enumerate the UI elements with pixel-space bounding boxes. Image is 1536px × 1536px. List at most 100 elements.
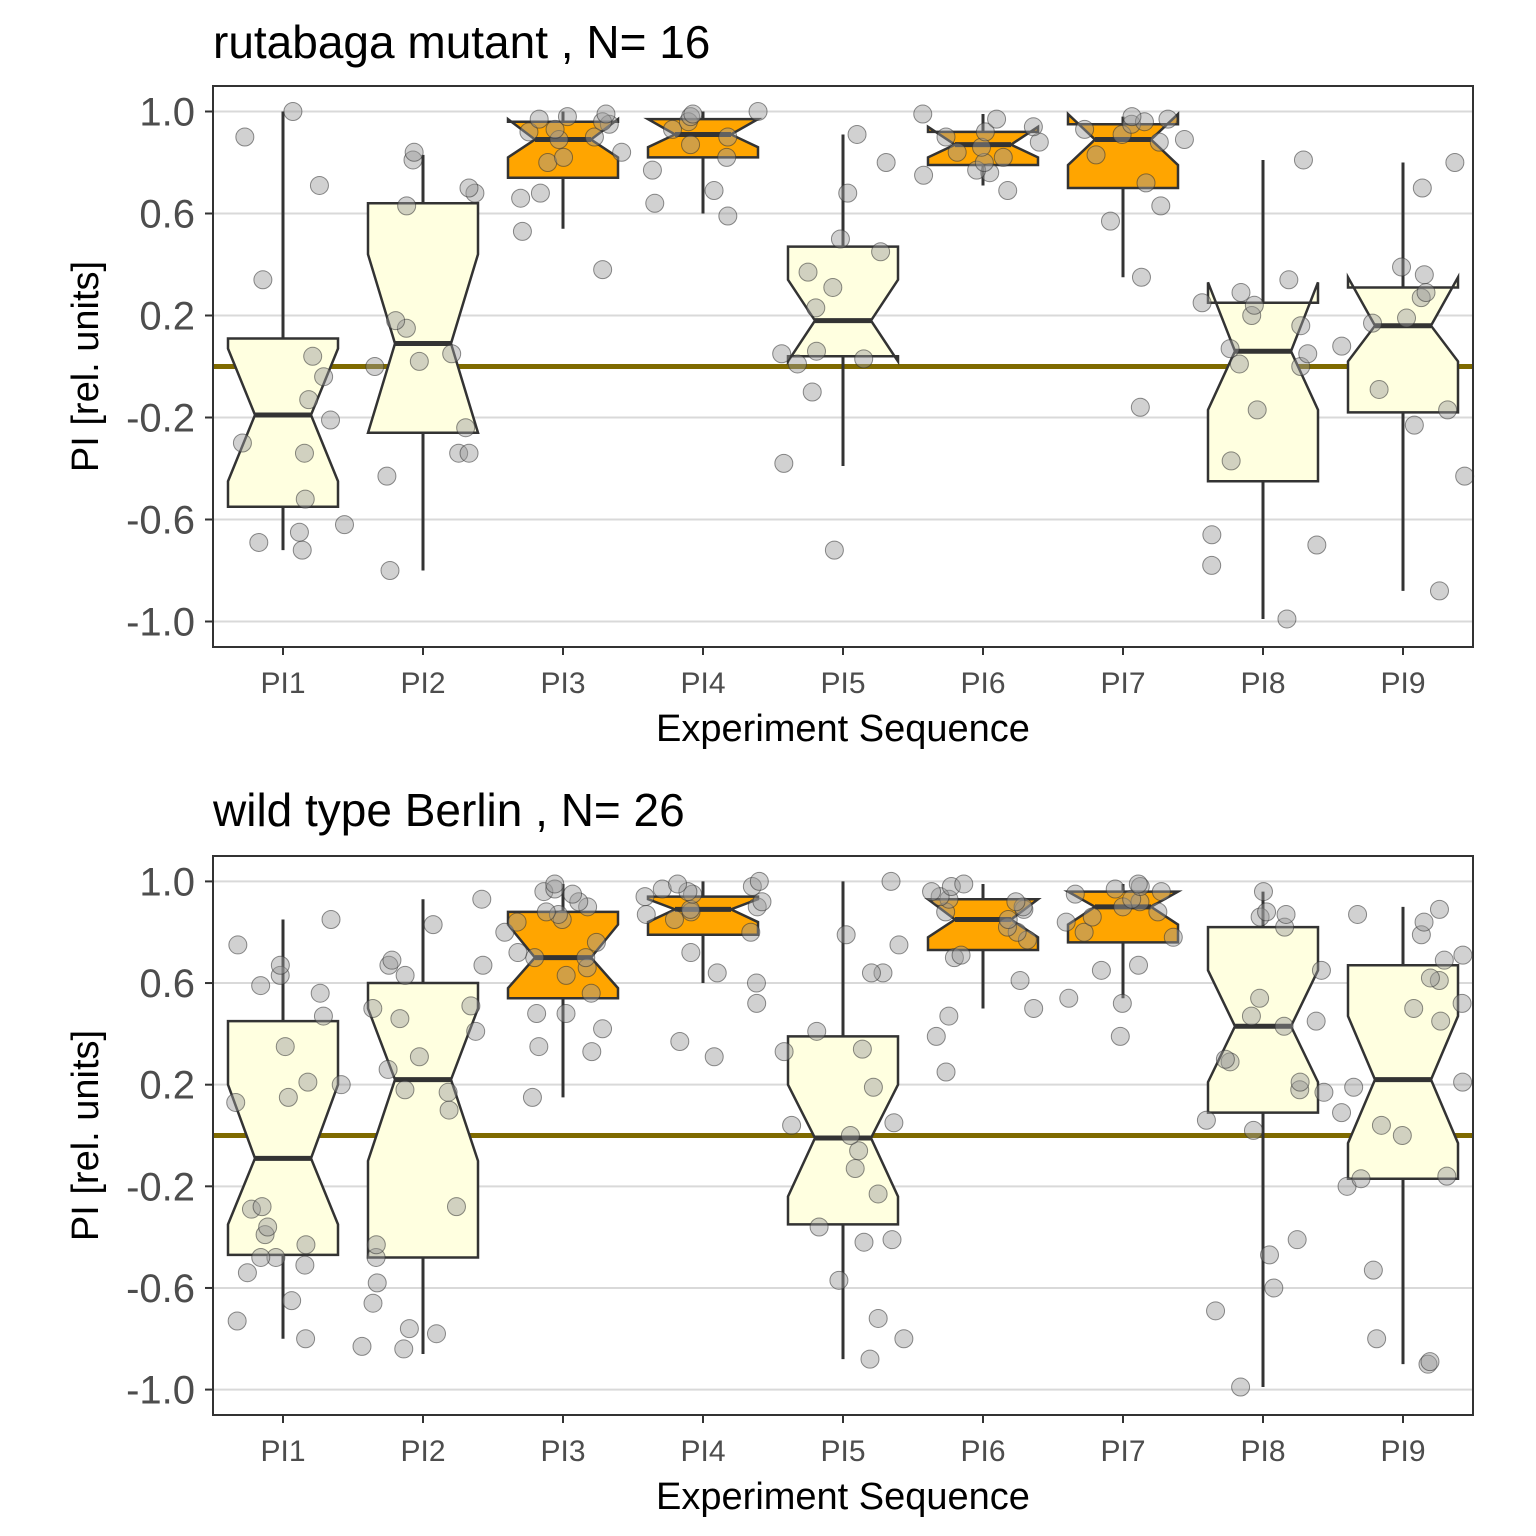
- data-point: [548, 904, 568, 924]
- data-point: [1411, 925, 1431, 945]
- data-point: [289, 522, 309, 542]
- data-point: [635, 887, 655, 907]
- data-point: [824, 540, 844, 560]
- x-tick-label: PI8: [1240, 1435, 1285, 1468]
- x-tick-label: PI3: [540, 1435, 585, 1468]
- data-point: [1174, 130, 1194, 150]
- data-point: [552, 910, 572, 930]
- data-point: [829, 1270, 849, 1290]
- data-point: [1017, 930, 1037, 950]
- data-point: [295, 1255, 315, 1275]
- data-point: [1279, 270, 1299, 290]
- data-point: [1404, 998, 1424, 1018]
- data-point: [409, 351, 429, 371]
- data-point: [1202, 525, 1222, 545]
- data-point: [1112, 993, 1132, 1013]
- data-point: [798, 262, 818, 282]
- data-point: [1298, 344, 1318, 364]
- y-axis-label: PI [rel. units]: [65, 261, 107, 472]
- data-point: [1244, 295, 1264, 315]
- data-point: [395, 1080, 415, 1100]
- chart-title: rutabaga mutant , N= 16: [213, 16, 710, 68]
- data-point: [1290, 1072, 1310, 1092]
- y-tick-label: -0.6: [126, 499, 195, 543]
- data-point: [409, 1047, 429, 1067]
- data-point: [512, 221, 532, 241]
- data-point: [439, 1100, 459, 1120]
- data-point: [1293, 150, 1313, 170]
- data-point: [1131, 267, 1151, 287]
- data-point: [396, 318, 416, 338]
- data-point: [456, 418, 476, 438]
- data-point: [1414, 912, 1434, 932]
- data-point: [1241, 1006, 1261, 1026]
- data-point: [495, 922, 515, 942]
- x-tick-label: PI9: [1380, 667, 1425, 700]
- data-point: [1158, 109, 1178, 129]
- data-point: [255, 1225, 275, 1245]
- box-pi9: [1346, 272, 1460, 414]
- data-point: [1311, 960, 1331, 980]
- data-point: [556, 965, 576, 985]
- data-point: [1429, 581, 1449, 601]
- data-point: [840, 1126, 860, 1145]
- data-point: [310, 983, 330, 1003]
- data-point: [1206, 1301, 1226, 1321]
- data-point: [947, 142, 967, 162]
- data-point: [1404, 415, 1424, 435]
- data-point: [612, 142, 632, 162]
- x-tick-label: PI1: [260, 667, 305, 700]
- data-point: [642, 160, 662, 180]
- data-point: [704, 1047, 724, 1067]
- data-point: [522, 1087, 542, 1107]
- data-point: [741, 922, 761, 942]
- data-point: [889, 935, 909, 955]
- x-tick-label: PI2: [400, 667, 445, 700]
- data-point: [823, 277, 843, 297]
- data-point: [1420, 1352, 1440, 1372]
- y-tick-label: 0.2: [139, 1064, 195, 1108]
- data-point: [386, 311, 406, 331]
- data-point: [998, 181, 1018, 201]
- data-point: [993, 147, 1013, 167]
- data-point: [1130, 876, 1150, 896]
- data-point: [569, 892, 589, 912]
- data-point: [379, 955, 399, 975]
- data-point: [830, 229, 850, 249]
- data-point: [295, 489, 315, 509]
- data-point: [1264, 1278, 1284, 1298]
- data-point: [681, 135, 701, 155]
- data-point: [1215, 1049, 1235, 1069]
- data-point: [1397, 308, 1417, 328]
- data-point: [584, 127, 604, 147]
- data-point: [461, 996, 481, 1016]
- data-point: [782, 1115, 802, 1135]
- data-point: [507, 912, 527, 932]
- data-point: [313, 1006, 333, 1026]
- data-point: [557, 107, 577, 127]
- data-point: [652, 879, 672, 899]
- x-tick-label: PI6: [960, 1435, 1005, 1468]
- data-point: [397, 196, 417, 216]
- data-point: [1445, 153, 1465, 172]
- data-point: [1136, 173, 1156, 193]
- data-point: [787, 354, 807, 374]
- data-point: [1257, 902, 1277, 922]
- x-tick-label: PI2: [400, 1435, 445, 1468]
- data-point: [967, 160, 987, 180]
- data-point: [681, 107, 701, 127]
- data-point: [593, 1019, 613, 1039]
- data-point: [1006, 892, 1026, 912]
- data-point: [363, 998, 383, 1018]
- data-point: [975, 122, 995, 142]
- data-point: [378, 1059, 398, 1079]
- data-point: [1229, 354, 1249, 374]
- data-point: [922, 882, 942, 902]
- data-point: [309, 175, 329, 195]
- data-point: [1100, 211, 1120, 231]
- data-point: [1110, 1026, 1130, 1046]
- data-point: [871, 242, 891, 262]
- data-point: [1202, 555, 1222, 575]
- data-point: [228, 935, 248, 955]
